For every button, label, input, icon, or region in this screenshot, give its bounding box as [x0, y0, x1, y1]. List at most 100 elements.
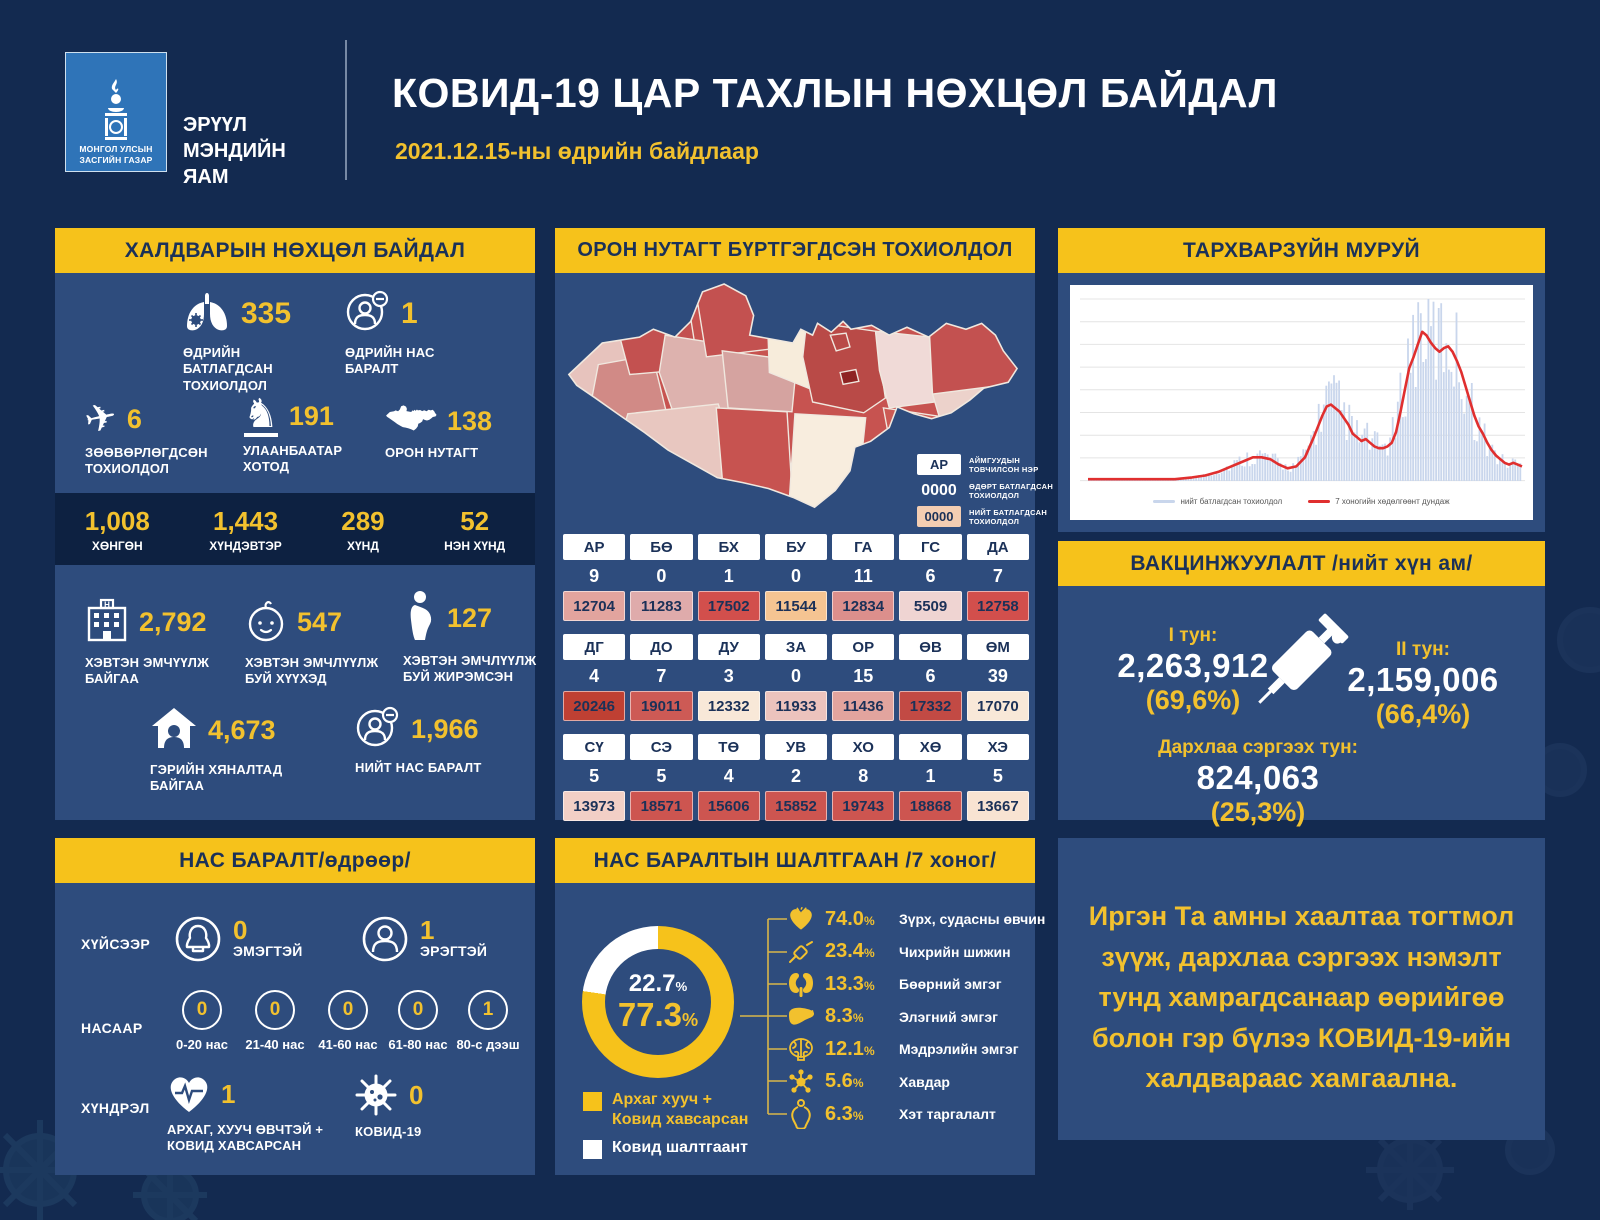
daily-cases-bar	[1407, 338, 1409, 481]
covid-legend-label: Ковид шалтгаант	[612, 1139, 749, 1156]
region-daily-cases: 0	[790, 665, 801, 686]
age-group-21-40: 0 21-40 нас	[239, 990, 311, 1053]
cause-row: 12.1% Мэдрэлийн эмгэг	[787, 1034, 1019, 1064]
donut-chronic-percent: 77.3%	[617, 996, 699, 1033]
region-daily-cases: 0	[656, 565, 667, 586]
mongolia-map	[567, 283, 1019, 509]
dose2-value: 2,159,006	[1347, 661, 1499, 698]
male-stat: 1 ЭРЭГТЭЙ	[360, 914, 487, 964]
daily-cases-bar	[1348, 404, 1351, 481]
daily-cases-bar	[1468, 398, 1471, 481]
stat-label: НИЙТ НАС БАРАЛТ	[355, 760, 482, 775]
daily-cases-bar	[1473, 440, 1476, 481]
daily-cases-bar	[1493, 450, 1496, 481]
stat-label: УЛААНБААТАР ХОТОД	[243, 443, 343, 475]
baby-icon	[245, 598, 287, 647]
stat-total-deaths: 1,966 НИЙТ НАС БАРАЛТ	[355, 706, 515, 776]
region-daily-cases: 8	[858, 765, 869, 786]
header-divider	[345, 40, 347, 180]
daily-cases-bar	[1389, 437, 1391, 481]
daily-cases-bar	[1414, 387, 1417, 481]
daily-cases-bar	[1506, 467, 1509, 481]
map-legend-abbrev: АР АЙМГУУДЫН ТОВЧИЛСОН НЭР	[917, 454, 1059, 475]
female-stat: 0 ЭМЭГТЭЙ	[173, 914, 303, 964]
male-icon	[362, 916, 408, 962]
region-daily-row: 5 5 4 2 8 1 5	[563, 763, 1029, 789]
region-daily-cases: 7	[992, 565, 1003, 586]
legend-sample-plain: 0000	[921, 481, 957, 499]
daily-cases-bar	[1218, 473, 1220, 481]
region-code-row: ДГ ДО ДУ ЗА ОР ӨВ ӨМ	[563, 634, 1029, 660]
region-daily-cases: 0	[790, 565, 801, 586]
daily-cases-bar	[1409, 372, 1412, 481]
chronic-legend-label: Архаг хууч + Ковид хавсарсан	[612, 1091, 749, 1128]
age-group-0-20: 0 0-20 нас	[166, 990, 238, 1053]
daily-cases-bar	[1264, 453, 1266, 481]
cause-label: Мэдрэлийн эмгэг	[899, 1041, 1019, 1057]
legend-total-cases: нийт батлагдсан тохиолдол	[1153, 497, 1282, 506]
cause-percent: 13.3%	[825, 972, 875, 995]
female-value: 0	[233, 915, 248, 946]
statue-icon: ♞	[243, 392, 279, 437]
region-code: ХӨ	[899, 734, 962, 760]
severity-mild: 1,008 ХӨНГӨН	[85, 506, 150, 553]
stat-value: 6	[126, 403, 142, 434]
daily-cases-bar	[1213, 475, 1215, 481]
daily-cases-bar	[1460, 399, 1463, 481]
heart-pulse-icon	[170, 1077, 208, 1112]
region-daily-cases: 4	[723, 765, 734, 786]
daily-cases-bar	[1202, 474, 1205, 481]
vaccination-panel: ВАКЦИНЖУУЛАЛТ /нийт хүн ам/ I тун: 2,263…	[1058, 541, 1545, 827]
region-daily-cases: 15	[853, 665, 874, 686]
daily-cases-bar	[1292, 463, 1294, 481]
stat-home-isolation: 4,673 ГЭРИЙН ХЯНАЛТАД БАЙГАА	[150, 706, 310, 795]
female-icon	[175, 916, 221, 962]
daily-cases-bar	[1294, 466, 1297, 481]
heart-icon	[787, 905, 815, 933]
comp-covid-value: 0	[409, 1079, 424, 1110]
cause-row: 23.4% Чихрийн шижин	[787, 937, 1011, 967]
severity-label: НЭН ХҮНД	[444, 538, 506, 553]
daily-cases-bar	[1450, 371, 1453, 481]
daily-cases-bar	[1399, 372, 1402, 481]
region-total-row: 13973 18571 15606 15852 19743 18868 13667	[563, 791, 1029, 821]
page-title: КОВИД-19 ЦАР ТАХЛЫН НӨХЦӨЛ БАЙДАЛ	[392, 70, 1278, 116]
epidemic-curve-chart	[1080, 298, 1525, 482]
severity-value: 1,443	[213, 505, 279, 536]
page-date: 2021.12.15-ны өдрийн байдлаар	[395, 138, 759, 164]
donut-hole: 22.7% 77.3%	[605, 949, 711, 1055]
region-total-cases: 11544	[764, 591, 828, 621]
cause-row: 74.0% Зүрх, судасны өвчин	[787, 904, 1045, 934]
daily-cases-bar	[1208, 474, 1210, 481]
stat-label: ГЭРИЙН ХЯНАЛТАД БАЙГАА	[150, 762, 283, 794]
donut-covid-percent: 22.7%	[628, 970, 688, 997]
daily-cases-bar	[1338, 380, 1340, 481]
region-daily-row: 4 7 3 0 15 6 39	[563, 663, 1029, 689]
daily-cases-bar	[1412, 314, 1414, 481]
daily-cases-bar	[1481, 430, 1483, 481]
legend-label: АЙМГУУДЫН ТОВЧИЛСОН НЭР	[969, 455, 1039, 474]
daily-cases-bar	[1241, 465, 1243, 481]
severity-label: ХҮНД	[347, 538, 379, 553]
comp-covid-stat: 0 КОВИД-19	[355, 1074, 505, 1140]
dose2-percent: (66,4%)	[1375, 699, 1471, 729]
dose2-label: II тун:	[1396, 639, 1450, 660]
daily-cases-bar	[1394, 437, 1397, 481]
female-label: ЭМЭГТЭЙ	[233, 943, 303, 960]
daily-cases-bar	[1504, 462, 1506, 481]
obesity-icon	[787, 1099, 815, 1129]
daily-cases-bar	[1261, 453, 1264, 481]
daily-cases-bar	[1302, 449, 1305, 481]
region-total-cases: 18571	[630, 791, 693, 821]
line-series-swatch	[1308, 500, 1331, 503]
male-label: ЭРЭГТЭЙ	[420, 943, 488, 960]
logo-caption: МОНГОЛ УЛСЫН ЗАСГИЙН ГАЗАР	[79, 143, 153, 165]
daily-cases-bar	[1330, 383, 1333, 481]
age-group-80-plus: 1 80-с дээш	[452, 990, 524, 1053]
daily-cases-bar	[1488, 447, 1491, 481]
stat-value: 335	[241, 296, 292, 330]
cause-percent: 12.1%	[825, 1037, 875, 1060]
brain-icon	[787, 1035, 815, 1063]
booster-label: Дархлаа сэргээх тун:	[1158, 737, 1358, 758]
lungs-virus-icon	[183, 290, 231, 337]
